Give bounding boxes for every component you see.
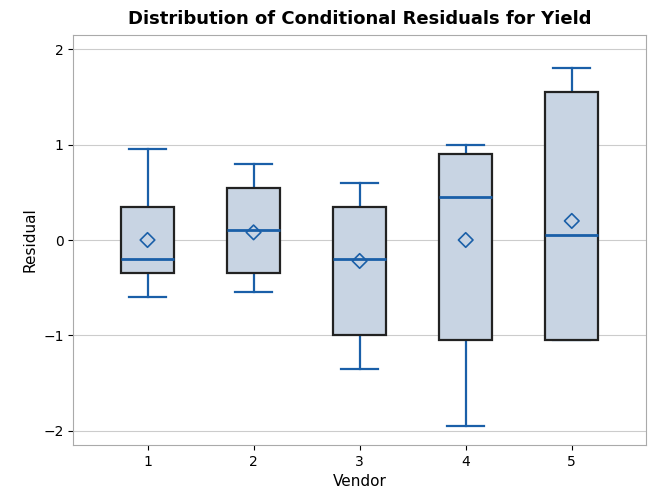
Bar: [121, 206, 174, 274]
Y-axis label: Residual: Residual: [23, 208, 37, 272]
Bar: [439, 154, 492, 340]
Bar: [227, 188, 280, 274]
Title: Distribution of Conditional Residuals for Yield: Distribution of Conditional Residuals fo…: [128, 10, 591, 28]
Point: [354, 257, 365, 265]
Point: [567, 217, 577, 225]
Point: [248, 228, 259, 236]
Point: [460, 236, 471, 244]
Bar: [333, 206, 386, 336]
Point: [142, 236, 153, 244]
X-axis label: Vendor: Vendor: [333, 474, 386, 490]
Bar: [545, 92, 598, 340]
